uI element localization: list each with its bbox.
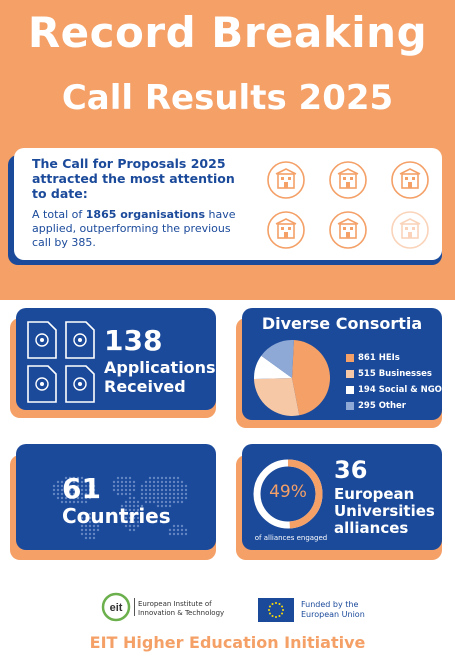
intro-body-bold: 1865 organisations [85,208,206,221]
consortia-legend: 861 HEIs 515 Businesses 194 Social & NGO… [346,350,455,414]
intro-body-prefix: A total of [32,208,86,221]
alliances-number: 36 [334,456,368,484]
alliances-percent: 49% [269,482,307,502]
document-icon [24,320,60,360]
legend-swatch [346,402,354,410]
alliances-label-line3: alliances [334,519,409,537]
intro-headline: The Call for Proposals 2025 attracted th… [32,156,235,201]
building-icon [266,160,306,200]
applications-label-line1: Applications [104,358,216,377]
alliances-label-line2: Universities [334,502,435,520]
applications-card: 138 Applications Received [16,308,216,410]
pie-slice-other [261,340,294,378]
legend-label: 861 HEIs [358,353,400,363]
pie-slice-heis [292,340,331,416]
legend-swatch [346,370,354,378]
page-title-line2: Call Results 2025 [61,78,394,118]
building-icon-grid [264,158,434,253]
eit-name: European Institute of Innovation & Techn… [138,600,225,617]
pie-slice-businesses [254,378,300,416]
building-icon [390,160,430,200]
alliances-progress-ring [253,459,323,529]
eu-flag-icon [258,598,294,622]
intro-card: The Call for Proposals 2025 attracted th… [14,148,442,260]
page-title-line1: Record Breaking [27,8,428,57]
eit-divider [134,598,135,616]
countries-number: 61 [62,472,101,505]
building-icon [328,160,368,200]
countries-card: 61 Countries [16,444,216,550]
countries-label: Countries [62,504,171,528]
document-icon [24,364,60,404]
world-map-icon [52,476,188,540]
building-icon [328,210,368,250]
eu-funding-text: Funded by the European Union [301,600,365,619]
alliances-caption: of alliances engaged [254,534,328,542]
applications-number: 138 [104,324,163,357]
initiative-title: EIT Higher Education Initiative [89,633,366,652]
legend-label: 194 Social & NGOs [358,385,447,395]
document-icon [62,364,98,404]
legend-swatch [346,386,354,394]
document-icon [62,320,98,360]
building-icon-faded [390,210,430,250]
legend-entry-other: 295 Other [346,398,455,414]
legend-label: 515 Businesses [358,369,432,379]
applications-label-line2: Received [104,377,186,396]
progress-ring-fill [253,459,323,529]
legend-swatch [346,354,354,362]
legend-entry-heis: 861 HEIs [346,350,455,366]
alliances-label-line1: European [334,485,415,503]
consortia-pie-chart [254,340,331,416]
eit-logo-icon: eit [101,592,131,622]
alliances-label: European Universities alliances [334,486,435,537]
pie-slice-social-ngos [254,355,292,380]
applications-label: Applications Received [104,358,216,396]
alliances-card: 49% of alliances engaged 36 European Univ… [242,444,442,550]
building-icon [266,210,306,250]
eit-logo-mark: eit [110,602,123,614]
legend-entry-social: 194 Social & NGOs [346,382,455,398]
legend-label: 295 Other [358,401,406,411]
intro-body: A total of 1865 organisations have appli… [32,208,252,250]
intro-body-suffix: have applied, outperforming the previous… [32,208,236,249]
legend-entry-businesses: 515 Businesses [346,366,455,382]
consortia-title: Diverse Consortia [261,314,423,333]
consortia-card: Diverse Consortia 861 HEIs 515 Businesse… [242,308,447,420]
